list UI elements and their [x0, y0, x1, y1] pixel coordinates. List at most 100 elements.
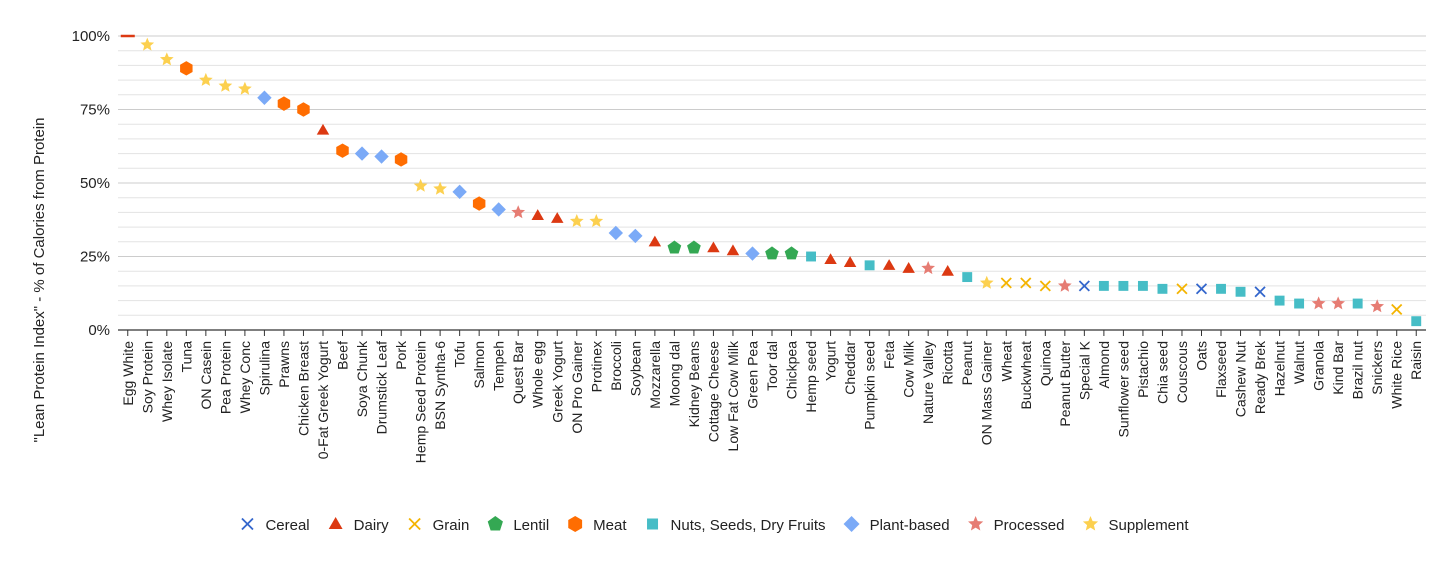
point-walnut — [1294, 298, 1305, 309]
x-tick-label: Tuna — [178, 341, 194, 373]
point-cow-milk — [902, 262, 915, 273]
y-tick-label: 75% — [80, 102, 110, 119]
point-pistachio — [1137, 280, 1148, 291]
x-tick-label: Sunflower seed — [1115, 341, 1131, 438]
x-tick-label: Spirulina — [256, 341, 272, 396]
point-kind-bar — [1331, 296, 1345, 310]
x-tick-label: Mozzarella — [647, 341, 663, 409]
point-snickers — [1370, 299, 1385, 313]
x-tick-label: ON Mass Gainer — [979, 341, 995, 446]
point-drumstick-leaf — [374, 149, 389, 164]
legend-marker — [487, 516, 503, 531]
x-tick-label: BSN Syntha-6 — [432, 341, 448, 430]
point-brazil-nut — [1352, 298, 1363, 309]
x-tick-label: Feta — [881, 341, 897, 369]
x-tick-label: Whole egg — [530, 341, 546, 408]
legend-label: Lentil — [513, 517, 549, 534]
legend-marker — [568, 516, 583, 532]
point-on-casein — [199, 72, 213, 86]
point-0-fat-greek-yogurt — [316, 123, 330, 135]
point-white-rice — [1391, 303, 1403, 316]
point-beef — [336, 143, 349, 158]
y-tick-label: 100% — [72, 28, 110, 45]
point-toor-dal — [765, 246, 779, 260]
legend-label: Meat — [593, 517, 627, 534]
legend-item-plant-based: Plant-based — [843, 516, 950, 534]
legend-item-nuts-seeds-dry-fruits: Nuts, Seeds, Dry Fruits — [647, 517, 826, 534]
point-tofu — [452, 184, 467, 200]
x-tick-label: Chickpea — [784, 341, 800, 400]
point-protinex — [589, 214, 604, 228]
x-tick-label: Cottage Cheese — [705, 341, 721, 442]
x-axis-ticks: Egg White Soy Protein Whey Isolate Tuna ON C… — [120, 340, 1424, 463]
x-tick-label: Special K — [1076, 340, 1092, 400]
x-tick-label: Salmon — [471, 341, 487, 388]
x-tick-label: Buckwheat — [1018, 341, 1034, 410]
data-points — [120, 34, 1422, 327]
x-tick-label: Soy Protein — [139, 341, 155, 413]
point-kidney-beans — [687, 240, 701, 254]
x-tick-label: Kind Bar — [1330, 341, 1346, 395]
point-peanut — [962, 272, 973, 283]
point-yogurt — [824, 253, 837, 265]
x-tick-label: Hazelnut — [1272, 341, 1288, 396]
x-tick-label: Pea Protein — [217, 341, 233, 414]
legend-label: Dairy — [354, 517, 390, 534]
x-tick-label: Almond — [1096, 341, 1112, 388]
point-prawns — [277, 96, 291, 111]
x-tick-label: Whey Isolate — [159, 341, 175, 422]
point-soybean — [628, 228, 643, 244]
x-tick-label: Snickers — [1369, 341, 1385, 395]
x-tick-label: Egg White — [120, 341, 136, 406]
point-whole-egg — [531, 209, 544, 220]
legend-label: Nuts, Seeds, Dry Fruits — [671, 517, 826, 534]
x-tick-label: Ready Brek — [1252, 340, 1268, 414]
x-tick-label: ON Pro Gainer — [569, 341, 585, 434]
x-tick-label: Broccoli — [608, 341, 624, 391]
point-chickpea — [784, 246, 799, 260]
legend-label: Grain — [433, 517, 470, 534]
legend-item-grain: Grain — [408, 517, 470, 534]
legend-marker — [328, 517, 343, 529]
point-granola — [1311, 296, 1326, 310]
y-tick-label: 0% — [88, 322, 110, 339]
point-moong-dal — [667, 240, 682, 254]
x-tick-label: Hemp seed — [803, 341, 819, 413]
point-buckwheat — [1020, 277, 1032, 289]
legend: Cereal Dairy Grain Lentil Meat Nuts, Seeds, D… — [241, 516, 1189, 534]
x-tick-label: Pumpkin seed — [862, 341, 878, 430]
legend-marker — [1082, 516, 1099, 531]
point-couscous — [1176, 283, 1188, 295]
point-broccoli — [608, 225, 624, 241]
x-tick-label: Wheat — [998, 341, 1014, 382]
point-chia-seed — [1157, 283, 1168, 294]
x-tick-label: Greek Yogurt — [549, 341, 565, 423]
legend-label: Supplement — [1108, 517, 1189, 534]
x-tick-label: Toor dal — [764, 341, 780, 391]
point-flaxseed — [1216, 283, 1226, 294]
legend-marker — [647, 518, 659, 530]
y-axis-label: "Lean Protein Index" - % of Calories fro… — [31, 118, 48, 443]
point-peanut-butter — [1057, 278, 1072, 292]
grid-lines — [118, 35, 1426, 316]
point-salmon — [472, 196, 486, 211]
x-tick-label: Cheddar — [842, 341, 858, 395]
point-hazelnut — [1274, 295, 1285, 306]
x-tick-label: Kidney Beans — [686, 341, 702, 427]
point-hemp-seed — [806, 251, 816, 262]
point-oats — [1195, 283, 1208, 295]
x-tick-label: Soya Chunk — [354, 340, 370, 417]
point-almond — [1098, 280, 1109, 291]
point-cheddar — [843, 256, 857, 267]
x-tick-label: Raisin — [1408, 341, 1424, 380]
x-tick-label: Tofu — [452, 341, 468, 367]
x-tick-label: Soybean — [627, 341, 643, 396]
point-whey-isolate — [159, 52, 174, 66]
x-tick-label: Chicken Breast — [296, 341, 312, 436]
legend-item-meat: Meat — [568, 516, 627, 534]
x-tick-label: Moong dal — [666, 341, 682, 406]
x-tick-label: Yogurt — [823, 341, 839, 381]
x-tick-label: 0-Fat Greek Yogurt — [315, 341, 331, 459]
y-tick-label: 25% — [80, 249, 110, 266]
